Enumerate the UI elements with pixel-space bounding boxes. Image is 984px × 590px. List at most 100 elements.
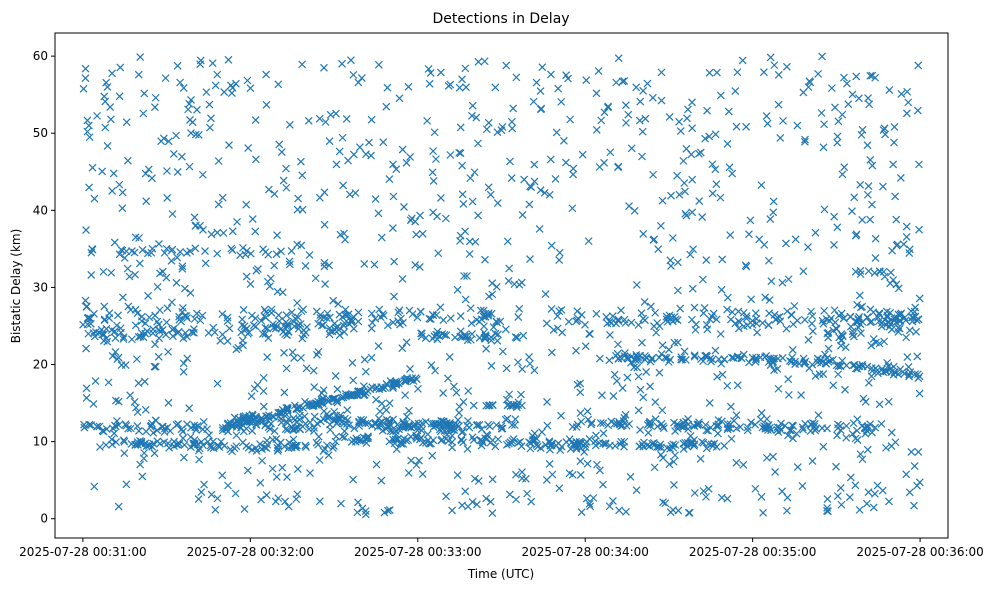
data-point: [537, 104, 546, 113]
data-point: [583, 459, 592, 468]
data-point: [463, 272, 471, 280]
data-point: [615, 417, 623, 426]
data-point: [595, 466, 604, 475]
data-point: [491, 329, 500, 338]
data-point: [337, 499, 345, 508]
data-point: [543, 398, 551, 406]
data-point: [599, 429, 608, 438]
data-point: [784, 275, 793, 284]
data-point: [690, 351, 699, 360]
data-point: [649, 170, 658, 179]
data-point: [690, 352, 699, 361]
data-point: [736, 423, 745, 431]
data-point: [385, 175, 394, 183]
data-point: [494, 330, 502, 339]
data-point: [568, 204, 577, 213]
data-point: [889, 160, 898, 169]
data-point: [703, 106, 712, 115]
data-point: [275, 140, 284, 149]
data-point: [789, 320, 798, 329]
data-point: [673, 258, 682, 267]
data-point: [634, 406, 643, 415]
data-point: [179, 359, 188, 368]
data-point: [654, 245, 663, 254]
data-point: [641, 316, 649, 325]
data-point: [321, 280, 330, 289]
data-point: [416, 307, 425, 316]
data-point: [112, 321, 121, 330]
data-point: [205, 100, 214, 109]
data-point: [578, 150, 587, 159]
data-point: [320, 63, 328, 72]
data-point: [297, 353, 305, 362]
data-point: [239, 243, 247, 252]
data-point: [512, 470, 520, 479]
data-point: [547, 304, 556, 313]
data-point: [498, 347, 507, 356]
data-point: [440, 330, 449, 339]
data-point: [838, 170, 847, 179]
y-tick-label: 20: [33, 358, 48, 372]
data-point: [101, 123, 110, 132]
data-point: [169, 150, 178, 158]
data-point: [339, 181, 348, 190]
data-point: [413, 423, 422, 432]
data-point: [577, 508, 586, 517]
data-point: [376, 407, 384, 416]
data-point: [752, 354, 761, 362]
data-point: [712, 421, 721, 430]
data-point: [233, 217, 241, 226]
y-tick-label: 50: [33, 126, 48, 140]
data-point: [476, 306, 485, 315]
data-point: [911, 312, 920, 321]
data-point: [612, 319, 620, 328]
data-point: [341, 305, 350, 314]
data-point: [853, 426, 861, 435]
data-point: [509, 104, 518, 113]
data-point: [743, 423, 752, 432]
data-point: [184, 105, 193, 114]
data-point: [133, 309, 142, 318]
data-point: [445, 352, 454, 361]
data-point: [863, 190, 872, 199]
data-point: [104, 378, 113, 387]
data-point: [713, 372, 722, 381]
data-point: [194, 495, 203, 503]
data-point: [118, 293, 127, 302]
data-point: [401, 377, 410, 386]
data-point: [389, 160, 397, 169]
data-point: [891, 192, 900, 201]
data-point: [295, 425, 304, 433]
data-point: [551, 175, 560, 183]
data-point: [251, 227, 260, 236]
x-tick-label: 2025-07-28 00:36:00: [856, 545, 983, 559]
data-point: [149, 329, 157, 338]
data-point: [392, 165, 401, 174]
data-point: [877, 419, 886, 428]
data-point: [294, 324, 303, 333]
data-point: [176, 247, 185, 256]
data-point: [817, 109, 826, 117]
data-point: [707, 440, 716, 449]
data-point: [193, 422, 202, 430]
data-point: [416, 211, 424, 220]
data-point: [388, 224, 397, 232]
data-point: [298, 205, 307, 214]
data-point: [666, 508, 675, 517]
data-point: [606, 148, 615, 157]
data-point: [96, 443, 104, 451]
data-point: [704, 439, 713, 448]
data-point: [478, 437, 487, 445]
data-point: [176, 78, 185, 87]
data-point: [203, 437, 212, 446]
data-point: [622, 118, 630, 127]
data-point: [359, 416, 368, 425]
data-point: [545, 460, 554, 468]
data-point: [576, 409, 585, 417]
data-point: [670, 338, 679, 347]
data-point: [643, 421, 652, 429]
data-point: [866, 215, 875, 224]
data-point: [140, 377, 149, 386]
data-point: [446, 151, 455, 159]
